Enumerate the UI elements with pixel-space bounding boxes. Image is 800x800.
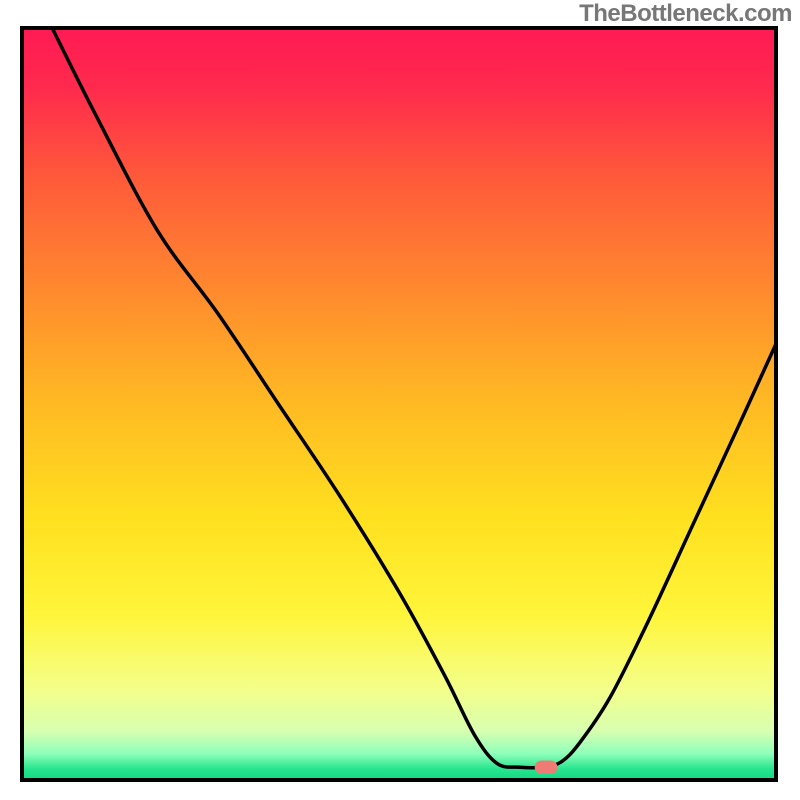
chart-container: TheBottleneck.com <box>0 0 800 800</box>
plot-area <box>22 28 776 780</box>
plot-svg <box>0 0 800 800</box>
minimum-marker <box>535 760 558 774</box>
gradient-background <box>22 28 776 780</box>
watermark-text: TheBottleneck.com <box>579 0 792 28</box>
